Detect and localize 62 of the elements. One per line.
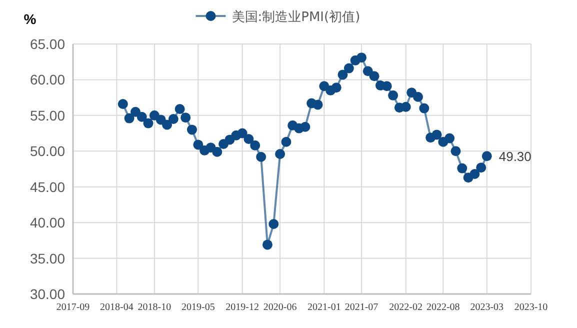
point (457, 163, 468, 174)
point (180, 112, 191, 123)
point (244, 134, 254, 144)
x-tick-label: 2018-04 (100, 302, 134, 313)
point (412, 92, 423, 102)
point (256, 152, 266, 162)
y-tick-label: 55.00 (30, 107, 66, 124)
x-tick-label: 2017-09 (56, 302, 90, 313)
point (237, 128, 248, 138)
legend-label: 美国:制造业PMI(初值) (232, 9, 360, 25)
point (262, 240, 272, 250)
y-tick-label: 45.00 (30, 178, 66, 195)
point (450, 146, 461, 156)
point (124, 113, 134, 124)
point (338, 70, 348, 80)
x-tick-label: 2020-06 (263, 302, 297, 313)
point (186, 124, 197, 135)
point (344, 63, 354, 74)
data-label: 49.30 (498, 149, 532, 164)
x-tick-label: 2023-10 (514, 302, 548, 313)
y-tick-label: 40.00 (30, 214, 66, 231)
point (419, 103, 430, 114)
point (193, 140, 204, 150)
y-tick-label: 60.00 (30, 72, 66, 88)
x-tick-label: 2022-08 (426, 302, 460, 313)
point (482, 151, 492, 162)
point (275, 149, 286, 159)
point (174, 104, 185, 114)
point (331, 82, 342, 93)
y-tick-label: 65.00 (30, 36, 66, 52)
x-tick-label: 2019-05 (182, 302, 215, 313)
point (470, 169, 480, 179)
x-tick-label: 2018-10 (138, 302, 172, 313)
point (281, 136, 292, 147)
point (400, 102, 411, 112)
point (136, 112, 147, 122)
point (212, 146, 222, 157)
y-tick-label: 30.00 (30, 286, 66, 302)
x-tick-label: 2019-12 (226, 302, 259, 313)
point (312, 100, 323, 110)
point (476, 162, 486, 173)
point (300, 122, 310, 132)
y-tick-label: 35.00 (30, 250, 66, 266)
point (143, 118, 154, 128)
x-tick-label: 2023-03 (470, 302, 504, 313)
point (382, 81, 392, 92)
y-tick-label: 50.00 (30, 143, 66, 160)
y-axis-title: % (24, 11, 37, 27)
x-tick-label: 2022-02 (389, 302, 422, 313)
point (162, 120, 172, 130)
point (168, 114, 178, 124)
x-tick-label: 2021-01 (307, 302, 341, 313)
point (388, 90, 398, 100)
point (444, 133, 455, 144)
point (356, 52, 366, 63)
point (118, 99, 128, 109)
x-tick-label: 2021-07 (344, 302, 378, 313)
point (250, 140, 260, 150)
point (369, 71, 380, 82)
point (268, 219, 279, 229)
point (432, 130, 442, 140)
point (362, 66, 373, 76)
